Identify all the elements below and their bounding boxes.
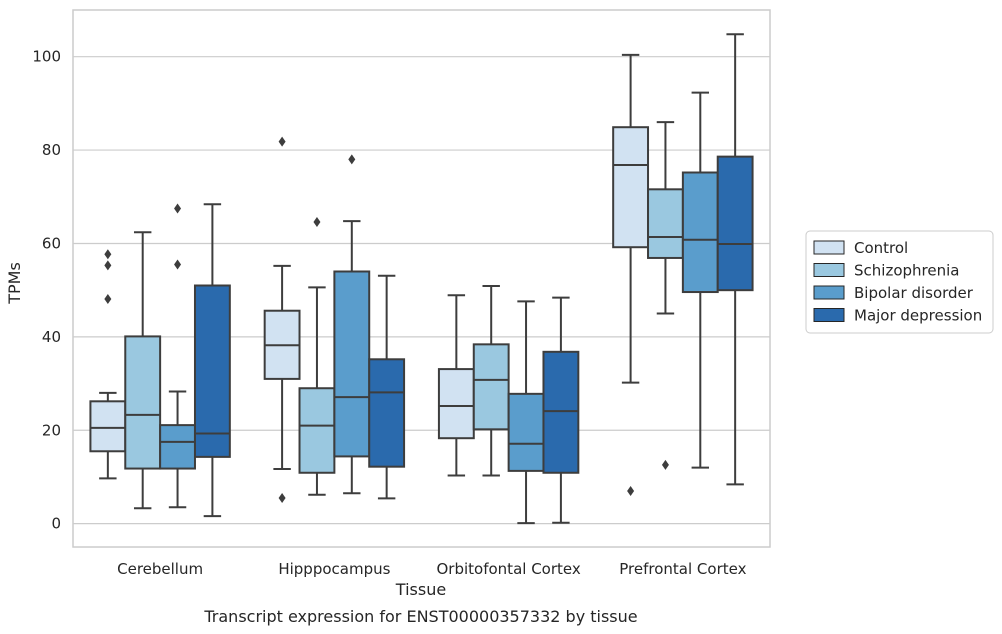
box-iqr [333,270,371,458]
outlier-point [104,294,112,305]
legend-label: Major depression [854,307,982,325]
box-iqr [716,155,754,292]
box-schizophrenia [472,284,510,477]
y-tick-label: 100 [32,48,61,66]
box-schizophrenia [124,231,162,510]
y-axis-label: TPMs [5,262,24,305]
legend-frame [805,230,994,334]
legend-label: Bipolar disorder [854,284,974,302]
outlier-point [627,485,635,496]
box-bipolar-disorder [159,203,196,509]
x-axis-label: Tissue [395,580,446,599]
legend-swatch [813,285,845,300]
box-major-depression [193,203,231,518]
outlier-point [278,136,286,147]
box-bipolar-disorder [681,91,719,469]
box-control [89,249,127,480]
y-tick-label: 80 [42,141,61,159]
box-iqr [472,343,510,431]
box-iqr [437,368,475,440]
box-iqr [298,387,336,474]
box-iqr [89,400,127,453]
legend-swatch [813,263,845,277]
box-iqr [612,126,650,249]
box-iqr [368,358,406,468]
box-major-depression [716,33,754,486]
legend-swatch [813,240,845,255]
box-iqr [193,284,231,458]
outlier-point [661,459,669,470]
outlier-point [348,154,356,165]
outlier-point [104,249,112,260]
box-iqr [507,392,545,472]
box-iqr [647,188,684,259]
outlier-point [313,216,321,227]
box-plot-area [89,33,754,525]
box-control [263,136,301,503]
x-tick-label: Hipppocampus [278,560,390,578]
outlier-point [174,203,182,214]
box-major-depression [368,274,406,500]
outlier-point [278,492,286,503]
box-major-depression [542,296,580,524]
legend: Control Schizophrenia Bipolar disorder Majo… [805,230,994,334]
box-schizophrenia [298,216,336,496]
outlier-point [174,259,182,270]
y-tick-label: 20 [42,421,61,439]
box-bipolar-disorder [333,154,371,495]
y-tick-label: 40 [42,328,61,346]
x-tick-label: Orbitofontal Cortex [437,560,581,578]
chart-caption: Transcript expression for ENST0000035733… [203,607,637,626]
box-iqr [542,350,580,474]
box-schizophrenia [647,121,684,470]
x-tick-label: Prefrontal Cortex [619,560,746,578]
y-tick-label: 0 [51,515,61,533]
legend-label: Control [854,239,908,257]
box-iqr [681,171,719,294]
outlier-point [104,260,112,271]
legend-label: Schizophrenia [854,262,959,280]
box-iqr [124,335,162,470]
legend-swatch [813,308,845,322]
y-tick-label: 60 [42,234,61,252]
box-iqr [159,424,196,470]
box-bipolar-disorder [507,300,545,525]
box-control [437,294,475,477]
plot-frame [72,9,771,548]
x-tick-label: Cerebellum [117,560,203,578]
box-control [612,53,650,496]
x-axis-ticks: Cerebellum Hipppocampus Orbitofontal Corte… [117,560,746,578]
y-axis-ticks: 0 20 40 60 80 100 [32,48,61,533]
